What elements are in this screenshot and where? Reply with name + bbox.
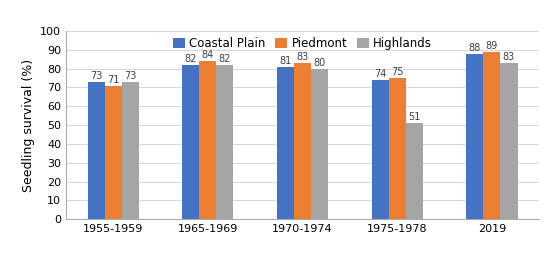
- Text: 83: 83: [296, 52, 309, 62]
- Bar: [182, 65, 199, 219]
- Bar: [311, 69, 328, 219]
- Bar: [122, 82, 139, 219]
- Bar: [466, 54, 483, 219]
- Bar: [294, 63, 311, 219]
- Text: 83: 83: [503, 52, 515, 62]
- Text: 81: 81: [279, 56, 292, 66]
- Bar: [500, 63, 518, 219]
- Bar: [104, 86, 122, 219]
- Text: 80: 80: [314, 58, 326, 68]
- Text: 71: 71: [107, 75, 119, 85]
- Bar: [199, 61, 216, 219]
- Bar: [483, 52, 500, 219]
- Text: 88: 88: [469, 43, 481, 53]
- Bar: [372, 80, 389, 219]
- Text: 82: 82: [185, 54, 197, 64]
- Text: 51: 51: [408, 112, 420, 122]
- Text: 73: 73: [124, 71, 136, 81]
- Bar: [216, 65, 233, 219]
- Bar: [277, 67, 294, 219]
- Bar: [87, 82, 104, 219]
- Text: 82: 82: [219, 54, 231, 64]
- Y-axis label: Seedling survival (%): Seedling survival (%): [21, 59, 35, 192]
- Bar: [389, 78, 406, 219]
- Text: 89: 89: [486, 41, 498, 51]
- Text: 73: 73: [90, 71, 102, 81]
- Bar: [406, 123, 423, 219]
- Text: 75: 75: [391, 67, 404, 77]
- Text: 84: 84: [202, 50, 214, 60]
- Text: 74: 74: [374, 69, 386, 79]
- Legend: Coastal Plain, Piedmont, Highlands: Coastal Plain, Piedmont, Highlands: [173, 37, 432, 50]
